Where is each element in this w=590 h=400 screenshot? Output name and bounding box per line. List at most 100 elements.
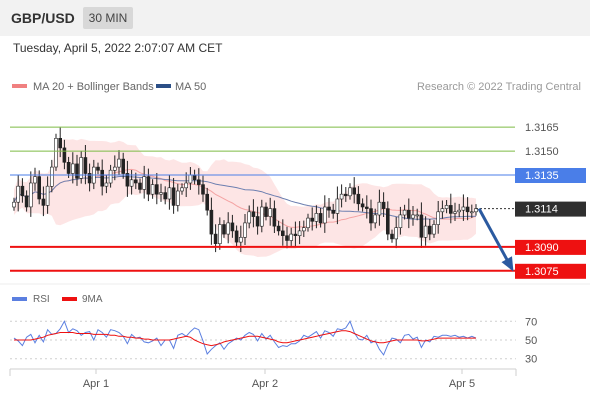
rsi-tick-label: 70	[525, 316, 537, 328]
rsi-tick-label: 50	[525, 335, 537, 347]
candle-body	[201, 184, 205, 195]
candle-body	[285, 235, 289, 241]
candle-body	[453, 211, 457, 214]
candle-body	[264, 206, 268, 217]
candle-body	[75, 163, 79, 179]
rsi-line	[13, 320, 477, 356]
candle-body	[213, 233, 218, 245]
candle-body	[192, 174, 197, 181]
candle-body	[343, 193, 348, 197]
candle-body	[113, 166, 117, 171]
candle-body	[259, 206, 264, 227]
candle-body	[419, 214, 424, 238]
candle-body	[54, 138, 58, 168]
candle-body	[280, 230, 285, 236]
candle-body	[45, 185, 50, 206]
pivot-level-label: 1.3135	[525, 170, 559, 182]
candle-body	[226, 222, 230, 235]
candle-body	[318, 213, 323, 224]
candle-body	[310, 217, 315, 222]
candle-body	[348, 187, 352, 197]
candle-body	[406, 209, 411, 219]
candle-body	[83, 157, 88, 174]
candle-body	[377, 201, 382, 216]
candle-body	[293, 233, 298, 237]
candle-body	[197, 179, 201, 185]
candle-body	[12, 201, 16, 208]
candle-body	[243, 222, 247, 238]
candle-body	[306, 217, 310, 229]
datetime-label: Tuesday, April 5, 2022 2:07:07 AM CET	[13, 41, 223, 55]
candle-body	[239, 237, 243, 243]
candle-body	[327, 206, 331, 211]
candle-body	[150, 184, 155, 195]
resistance-level-label: 1.3150	[525, 146, 559, 158]
rsi-legend-swatch	[12, 297, 27, 301]
rsi-panel: 70 50 30	[10, 316, 537, 366]
candle-body	[398, 214, 403, 228]
candle-body	[297, 230, 302, 236]
header-bar: GBP/USD 30 MIN	[0, 0, 590, 36]
candle-body	[24, 195, 29, 208]
x-tick-label: Apr 5	[449, 378, 475, 390]
candle-body	[134, 179, 138, 184]
candle-body	[218, 224, 222, 245]
candle-body	[423, 225, 428, 238]
candle-body	[448, 205, 453, 214]
pivot-level-tag	[515, 168, 586, 183]
candle-body	[188, 174, 193, 184]
candle-body	[28, 182, 33, 208]
candle-body	[381, 201, 386, 209]
candle-body	[390, 233, 394, 240]
candle-body	[465, 206, 470, 213]
candle-body	[62, 147, 67, 163]
candle-body	[230, 222, 235, 232]
candle-body	[87, 173, 92, 184]
rsi-ma-line	[14, 330, 476, 347]
candle-body	[171, 187, 176, 206]
support-level-tag	[515, 263, 586, 279]
candle-body	[339, 193, 344, 200]
candle-body	[457, 209, 462, 213]
candle-body	[322, 206, 327, 224]
candle-body	[142, 176, 146, 190]
last-price-tag	[515, 201, 586, 217]
candle-body	[276, 225, 281, 232]
candle-body	[402, 209, 407, 216]
candle-body	[163, 192, 167, 200]
candle-body	[176, 190, 180, 206]
candle-body	[155, 184, 159, 195]
candle-body	[209, 209, 214, 235]
candle-body	[364, 206, 369, 209]
candle-body	[33, 176, 37, 184]
candle-body	[79, 157, 83, 179]
timeframe-badge[interactable]: 30 MIN	[83, 7, 133, 29]
candle-body	[20, 185, 25, 197]
candle-body	[255, 216, 260, 227]
candle-body	[268, 208, 273, 217]
candle-body	[352, 187, 357, 195]
candle-body	[436, 211, 441, 225]
candle-body	[66, 162, 71, 174]
ma9-legend-label: 9MA	[82, 294, 103, 305]
candle-body	[385, 208, 390, 235]
last-price-label: 1.3114	[525, 204, 558, 216]
candle-body	[440, 208, 445, 213]
candle-body	[96, 166, 100, 171]
x-tick-label: Apr 1	[83, 378, 109, 390]
candle-body	[314, 213, 319, 222]
candle-body	[247, 211, 251, 224]
candle-body	[205, 193, 209, 211]
candle-body	[117, 158, 121, 168]
candle-body	[369, 208, 373, 224]
candle-body	[71, 163, 75, 174]
candle-body	[331, 209, 336, 214]
candle-body	[432, 224, 436, 235]
candle-body	[301, 227, 306, 232]
levels-layer: 1.3165 1.3150 1.3135 1.3090 1.3075 1.3114	[10, 122, 586, 279]
candle-body	[469, 211, 474, 214]
candle-body	[234, 230, 239, 243]
rsi-tick-label: 30	[525, 354, 537, 366]
forecast-arrow-shaft	[477, 207, 514, 270]
